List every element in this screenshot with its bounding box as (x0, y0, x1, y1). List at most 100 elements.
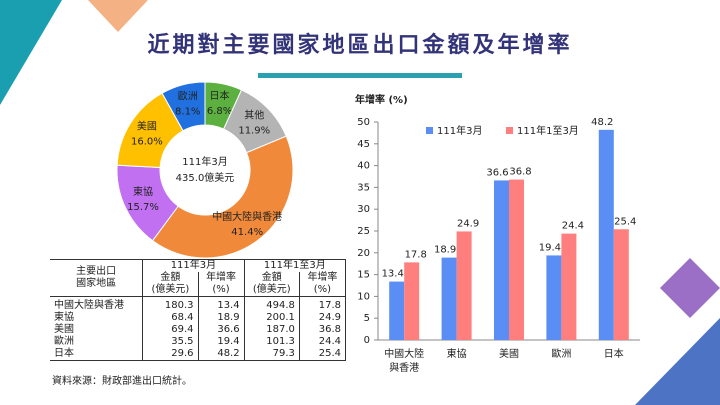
y-tick-label: 50 (357, 117, 370, 128)
table-body: 中國大陸與香港 180.3 13.4 494.8 17.8 東協 68.4 18.9 200.1… (50, 296, 347, 361)
decor-triangle (88, 0, 148, 32)
slice-label: 中國大陸與香港 (212, 210, 282, 223)
slice-value-label: 8.1% (175, 107, 200, 118)
bar-value-label: 18.9 (434, 245, 456, 256)
slice-label: 日本 (210, 89, 230, 102)
bar-value-label: 17.8 (405, 249, 427, 260)
donut-slice (151, 135, 294, 259)
source-note: 資料來源：財政部進出口統計。 (52, 376, 192, 387)
bar (441, 257, 457, 340)
table-cell: 中國大陸與香港 (50, 296, 144, 312)
table-cell: 美國 (50, 324, 144, 336)
table-row: 日本 29.6 48.2 79.3 25.4 (50, 348, 347, 361)
y-tick-label: 35 (357, 182, 370, 193)
table-cell: 35.5 (142, 336, 199, 348)
table-header: 金額 (億美元) (142, 272, 199, 297)
y-tick-label: 10 (357, 291, 370, 302)
x-tick-label: 美國 (499, 349, 519, 360)
bar (546, 255, 562, 340)
x-tick-label: 歐洲 (551, 349, 572, 360)
table-cell: 79.3 (244, 348, 300, 361)
y-tick-label: 40 (357, 161, 370, 172)
table-cell: 17.8 (299, 296, 347, 312)
y-tick-label: 25 (357, 226, 370, 237)
table-cell: 24.4 (299, 336, 347, 348)
slice-value-label: 11.9% (238, 125, 270, 136)
bar (404, 262, 420, 340)
table-header: 111年1至3月 (244, 259, 347, 272)
slice-value-label: 41.4% (231, 227, 263, 238)
title-underline (258, 73, 462, 78)
bar-value-label: 36.6 (486, 167, 508, 178)
table-cell: 200.1 (244, 312, 300, 324)
bar (494, 180, 509, 340)
legend-label: 111年3月 (437, 124, 482, 137)
table-cell: 494.8 (244, 296, 300, 312)
table-header: 年增率 (%) (198, 272, 245, 297)
bar (561, 233, 577, 340)
table-header: 金額 (億美元) (244, 272, 300, 297)
table-cell: 180.3 (142, 296, 199, 312)
table-cell: 36.6 (198, 324, 245, 336)
y-tick-label: 5 (364, 313, 370, 324)
table-cell: 36.8 (299, 324, 347, 336)
table-header: 年增率 (%) (299, 272, 347, 297)
legend-label: 111年1至3月 (517, 124, 579, 137)
y-tick-label: 30 (357, 204, 370, 215)
decor-triangle (0, 0, 62, 105)
legend-swatch (506, 127, 513, 134)
table-cell: 19.4 (198, 336, 245, 348)
bar (509, 179, 524, 340)
table-cell: 25.4 (299, 348, 347, 361)
table-cell: 29.6 (142, 348, 199, 361)
table-header: 主要出口 國家地區 (50, 259, 144, 297)
table-cell: 69.4 (142, 324, 199, 336)
donut-slice (161, 81, 206, 132)
slide-title: 近期對主要國家地區出口金額及年增率 (147, 32, 572, 58)
table-cell: 68.4 (142, 312, 199, 324)
slice-label: 歐洲 (178, 90, 198, 103)
bar-value-label: 19.4 (539, 242, 561, 253)
y-tick-label: 15 (357, 270, 370, 281)
bar (598, 129, 614, 340)
y-tick-label: 20 (357, 248, 370, 259)
legend-swatch (426, 127, 433, 134)
bar-value-label: 48.2 (591, 117, 613, 128)
bar (389, 281, 405, 340)
decor-triangle (635, 318, 720, 405)
slice-label: 美國 (137, 120, 157, 133)
table-cell: 歐洲 (50, 336, 144, 348)
table-row: 中國大陸與香港 180.3 13.4 494.8 17.8 (50, 296, 347, 312)
table-cell: 東協 (50, 312, 144, 324)
bar (456, 231, 472, 340)
table-cell: 18.9 (198, 312, 245, 324)
x-tick-label: 日本 (603, 349, 624, 360)
donut-center-text: 435.0億美元 (176, 171, 235, 184)
decor-diamond (660, 258, 720, 318)
slice-label: 東協 (133, 185, 153, 198)
table-cell: 187.0 (244, 324, 300, 336)
y-axis-title: 年增率 (%) (355, 93, 408, 106)
bar-value-label: 13.4 (382, 269, 404, 280)
bar-value-label: 24.9 (457, 218, 479, 229)
table-cell: 24.9 (299, 312, 347, 324)
x-tick-label: 中國大陸 與香港 (384, 349, 425, 374)
x-tick-label: 東協 (446, 349, 467, 360)
table-row: 東協 68.4 18.9 200.1 24.9 (50, 312, 347, 324)
slice-value-label: 16.0% (131, 137, 163, 148)
table-cell: 48.2 (198, 348, 245, 361)
bar-value-label: 24.4 (562, 221, 584, 232)
y-tick-label: 45 (357, 139, 370, 150)
bar (613, 229, 629, 340)
table-row: 歐洲 35.5 19.4 101.3 24.4 (50, 336, 347, 348)
table-cell: 日本 (50, 348, 144, 361)
table-cell: 101.3 (244, 336, 300, 348)
data-table: 主要出口 國家地區 111年3月 111年1至3月 金額 (億美元) 年增率 (… (50, 259, 347, 361)
bar-value-label: 25.4 (614, 216, 636, 227)
donut-center-text: 111年3月 (182, 155, 227, 168)
bar-value-label: 36.8 (509, 167, 531, 178)
table-cell: 13.4 (198, 296, 245, 312)
slice-label: 其他 (244, 108, 264, 121)
